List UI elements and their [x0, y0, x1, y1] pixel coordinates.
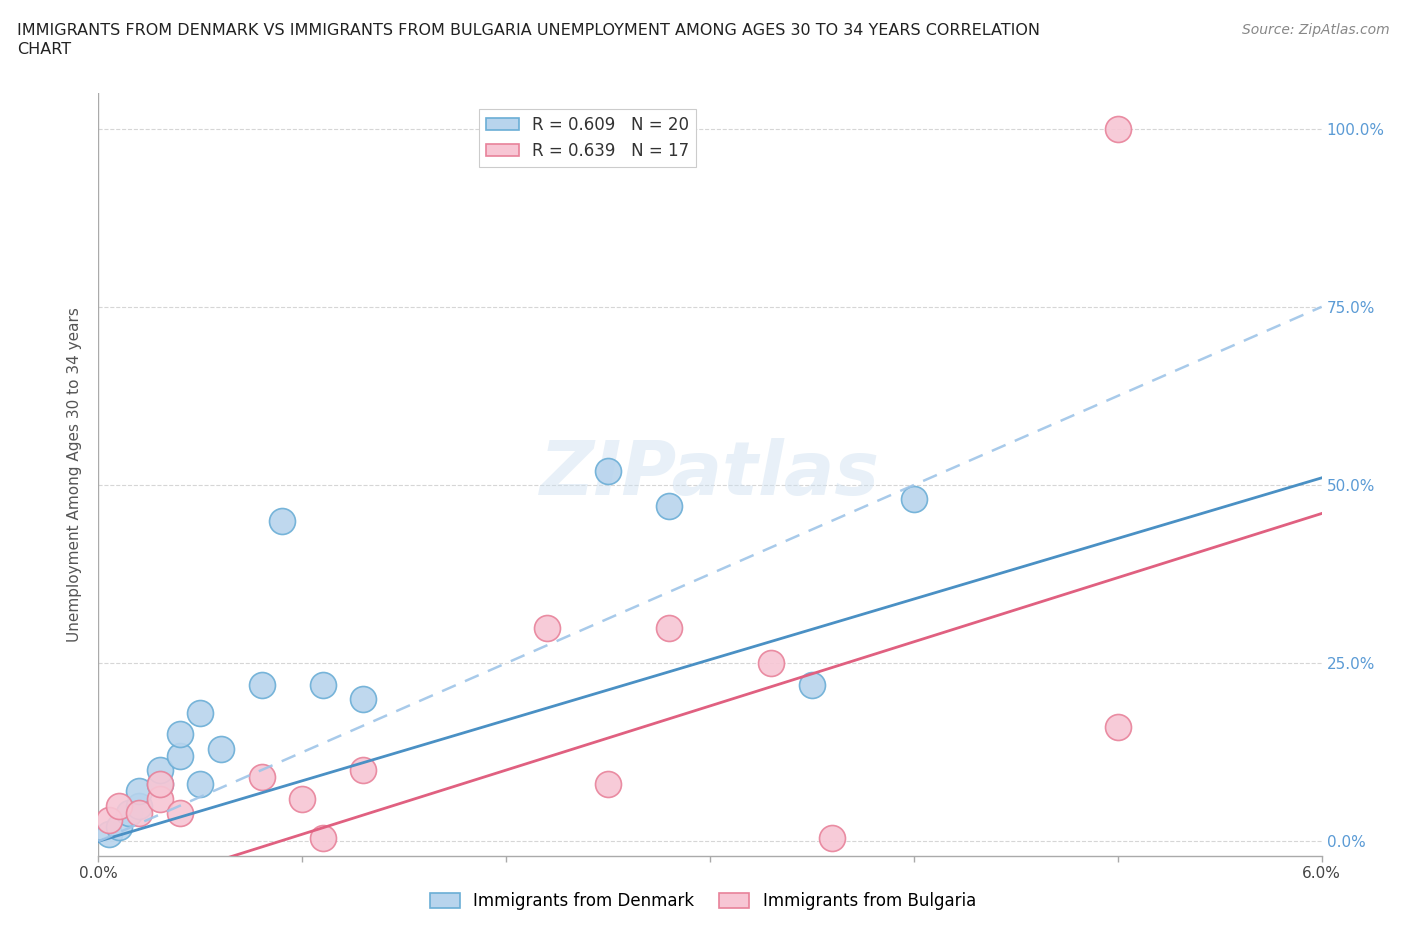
Point — [128, 784, 150, 799]
Point — [97, 827, 120, 842]
Point — [128, 798, 150, 813]
Point — [108, 819, 131, 834]
Point — [598, 777, 620, 791]
Point — [128, 805, 150, 820]
Point — [1107, 121, 1129, 136]
Point — [149, 777, 172, 791]
Point — [149, 777, 172, 791]
Point — [821, 830, 844, 845]
Point — [761, 656, 783, 671]
Point — [311, 830, 335, 845]
Point — [169, 727, 191, 742]
Point — [801, 677, 824, 692]
Point — [598, 463, 620, 478]
Point — [250, 677, 273, 692]
Text: CHART: CHART — [17, 42, 70, 57]
Point — [149, 791, 172, 806]
Point — [169, 749, 191, 764]
Point — [658, 498, 681, 513]
Text: ZIPatlas: ZIPatlas — [540, 438, 880, 511]
Point — [270, 513, 292, 528]
Legend: R = 0.609   N = 20, R = 0.639   N = 17: R = 0.609 N = 20, R = 0.639 N = 17 — [479, 109, 696, 166]
Y-axis label: Unemployment Among Ages 30 to 34 years: Unemployment Among Ages 30 to 34 years — [67, 307, 83, 642]
Point — [188, 706, 212, 721]
Point — [658, 620, 681, 635]
Point — [291, 791, 314, 806]
Point — [209, 741, 232, 756]
Point — [149, 763, 172, 777]
Text: Source: ZipAtlas.com: Source: ZipAtlas.com — [1241, 23, 1389, 37]
Point — [97, 813, 120, 828]
Point — [311, 677, 335, 692]
Point — [1107, 720, 1129, 735]
Point — [536, 620, 558, 635]
Point — [188, 777, 212, 791]
Point — [169, 805, 191, 820]
Legend: Immigrants from Denmark, Immigrants from Bulgaria: Immigrants from Denmark, Immigrants from… — [423, 885, 983, 917]
Text: IMMIGRANTS FROM DENMARK VS IMMIGRANTS FROM BULGARIA UNEMPLOYMENT AMONG AGES 30 T: IMMIGRANTS FROM DENMARK VS IMMIGRANTS FR… — [17, 23, 1040, 38]
Point — [903, 492, 925, 507]
Point — [250, 770, 273, 785]
Point — [108, 798, 131, 813]
Point — [352, 763, 374, 777]
Point — [352, 691, 374, 706]
Point — [118, 805, 141, 820]
